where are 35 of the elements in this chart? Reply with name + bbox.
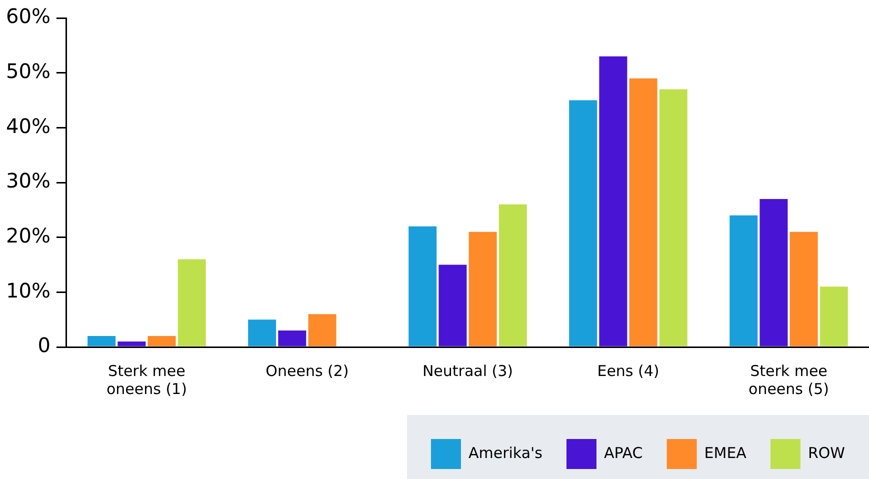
x-tick-label: Sterk mee oneens (5) — [748, 362, 829, 398]
bar — [408, 226, 437, 346]
x-tick-label: Neutraal (3) — [422, 362, 514, 380]
bar — [308, 314, 336, 346]
bar — [148, 336, 176, 346]
bar — [760, 198, 788, 346]
y-tick-label: 60% — [6, 4, 50, 28]
bar — [569, 100, 598, 346]
bar — [820, 286, 848, 346]
bar — [178, 259, 206, 346]
legend-label: ROW — [808, 444, 846, 462]
bar — [278, 330, 306, 346]
bar — [790, 232, 818, 346]
y-tick-label: 40% — [6, 114, 50, 138]
bar — [498, 204, 527, 346]
y-tick-label: 0 — [38, 333, 50, 358]
bar — [468, 232, 497, 346]
y-tick-label: 20% — [6, 224, 50, 248]
x-tick-label: Sterk mee oneens (1) — [106, 362, 187, 398]
bar — [118, 342, 146, 346]
legend-label: APAC — [604, 444, 643, 462]
y-tick-label: 10% — [6, 278, 50, 302]
bar — [88, 336, 116, 346]
bar — [730, 215, 758, 346]
y-tick-label: 50% — [6, 59, 50, 84]
legend-label: Amerika's — [468, 444, 543, 462]
bar — [438, 264, 467, 346]
y-tick-label: 30% — [6, 168, 50, 193]
legend-label: EMEA — [704, 444, 748, 462]
x-tick-label: Eens (4) — [597, 362, 660, 380]
bar — [629, 78, 658, 346]
x-tick-label: Oneens (2) — [266, 362, 349, 380]
bar — [659, 89, 688, 346]
bar — [599, 56, 628, 346]
bar — [248, 320, 276, 346]
